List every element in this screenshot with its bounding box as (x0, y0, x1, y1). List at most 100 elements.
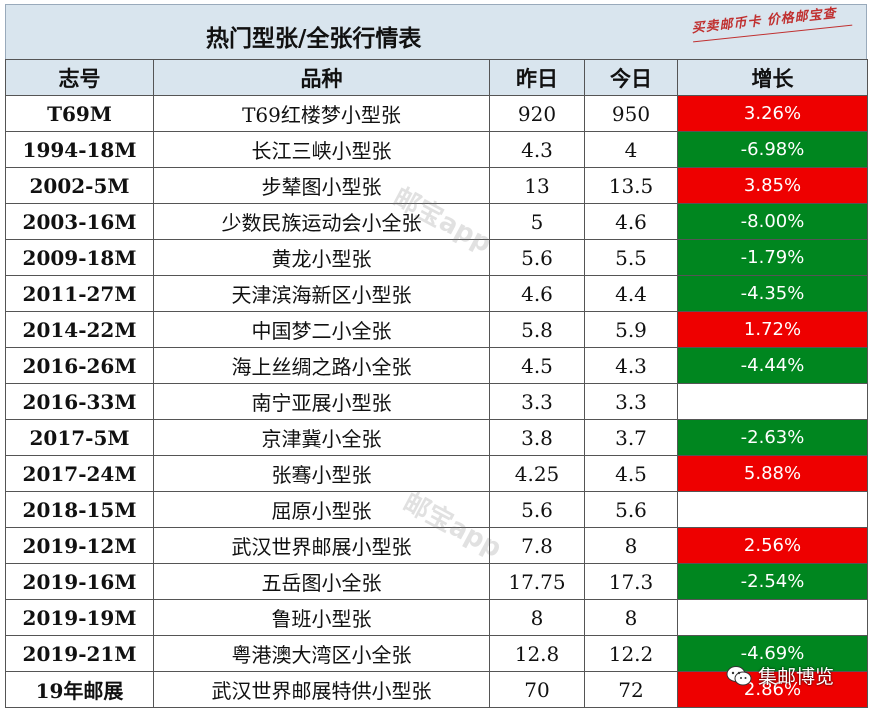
cell-change: -1.79% (677, 239, 868, 276)
cell-today: 13.5 (584, 167, 678, 204)
cell-change: -4.44% (677, 347, 868, 384)
cell-yesterday: 4.6 (489, 275, 585, 312)
cell-code: 2011-27M (5, 275, 154, 312)
cell-code: T69M (5, 95, 154, 132)
cell-yesterday: 5.8 (489, 311, 585, 348)
table-row: 2016-26M 海上丝绸之路小全张 4.5 4.3 -4.44% (5, 347, 868, 384)
cell-name: 京津冀小全张 (153, 419, 490, 456)
badge-label: 集邮博览 (758, 666, 835, 688)
header-today: 今日 (584, 59, 678, 96)
cell-name: 武汉世界邮展特供小型张 (153, 671, 490, 708)
header-name: 品种 (153, 59, 490, 96)
cell-code: 1994-18M (5, 131, 154, 168)
cell-name: T69红楼梦小型张 (153, 95, 490, 132)
cell-change: 3.26% (677, 95, 868, 132)
cell-today: 4 (584, 131, 678, 168)
cell-yesterday: 7.8 (489, 527, 585, 564)
cell-code: 2017-5M (5, 419, 154, 456)
cell-code: 2016-26M (5, 347, 154, 384)
header-yesterday: 昨日 (489, 59, 585, 96)
header-change: 增长 (677, 59, 868, 96)
cell-yesterday: 13 (489, 167, 585, 204)
cell-change: 1.72% (677, 311, 868, 348)
cell-today: 4.3 (584, 347, 678, 384)
table-row: 2019-19M 鲁班小型张 8 8 (5, 599, 868, 636)
cell-code: 2017-24M (5, 455, 154, 492)
table-row: 2017-24M 张骞小型张 4.25 4.5 5.88% (5, 455, 868, 492)
header-row: 志号 品种 昨日 今日 增长 (5, 59, 868, 96)
cell-yesterday: 4.25 (489, 455, 585, 492)
table-row: 2011-27M 天津滨海新区小型张 4.6 4.4 -4.35% (5, 275, 868, 312)
cell-change: 2.56% (677, 527, 868, 564)
cell-name: 五岳图小全张 (153, 563, 490, 600)
cell-today: 3.7 (584, 419, 678, 456)
account-badge: 集邮博览 (726, 662, 834, 689)
cell-today: 17.3 (584, 563, 678, 600)
stamp: 买卖邮币卡 价格邮宝查 (691, 1, 854, 54)
cell-name: 少数民族运动会小全张 (153, 203, 490, 240)
cell-today: 5.5 (584, 239, 678, 276)
cell-name: 屈原小型张 (153, 491, 490, 528)
cell-today: 8 (584, 527, 678, 564)
cell-yesterday: 5.6 (489, 239, 585, 276)
cell-change: -2.54% (677, 563, 868, 600)
price-sheet: 热门型张/全张行情表 买卖邮币卡 价格邮宝查 志号 品种 昨日 今日 增长 T6… (5, 4, 868, 708)
cell-code: 2014-22M (5, 311, 154, 348)
cell-change: 2.86% (677, 671, 868, 708)
cell-yesterday: 4.5 (489, 347, 585, 384)
cell-change (677, 491, 868, 528)
table-row: 2002-5M 步辇图小型张 13 13.5 3.85% (5, 167, 868, 204)
cell-code: 2002-5M (5, 167, 154, 204)
title-bar: 热门型张/全张行情表 买卖邮币卡 价格邮宝查 (5, 4, 867, 59)
cell-name: 步辇图小型张 (153, 167, 490, 204)
cell-change: -6.98% (677, 131, 868, 168)
cell-change: 5.88% (677, 455, 868, 492)
table-row: 1994-18M 长江三峡小型张 4.3 4 -6.98% (5, 131, 868, 168)
price-table: 志号 品种 昨日 今日 增长 T69M T69红楼梦小型张 920 950 3.26% 1… (5, 59, 868, 708)
cell-code: 2003-16M (5, 203, 154, 240)
cell-name: 鲁班小型张 (153, 599, 490, 636)
header-code: 志号 (5, 59, 154, 96)
wechat-icon (726, 665, 752, 685)
table-row: 19年邮展 武汉世界邮展特供小型张 70 72 2.86% (5, 671, 868, 708)
cell-today: 72 (584, 671, 678, 708)
cell-yesterday: 3.3 (489, 383, 585, 420)
cell-code: 2016-33M (5, 383, 154, 420)
cell-name: 中国梦二小全张 (153, 311, 490, 348)
table-row: 2003-16M 少数民族运动会小全张 5 4.6 -8.00% (5, 203, 868, 240)
cell-code: 2019-16M (5, 563, 154, 600)
cell-today: 4.6 (584, 203, 678, 240)
table-row: 2016-33M 南宁亚展小型张 3.3 3.3 (5, 383, 868, 420)
cell-name: 南宁亚展小型张 (153, 383, 490, 420)
table-row: 2014-22M 中国梦二小全张 5.8 5.9 1.72% (5, 311, 868, 348)
cell-change: -2.63% (677, 419, 868, 456)
cell-today: 4.5 (584, 455, 678, 492)
cell-code: 2019-21M (5, 635, 154, 672)
table-row: 2019-16M 五岳图小全张 17.75 17.3 -2.54% (5, 563, 868, 600)
cell-change: -8.00% (677, 203, 868, 240)
stamp-text: 买卖邮币卡 价格邮宝查 (690, 6, 838, 37)
cell-today: 12.2 (584, 635, 678, 672)
table-row: 2018-15M 屈原小型张 5.6 5.6 (5, 491, 868, 528)
cell-name: 武汉世界邮展小型张 (153, 527, 490, 564)
cell-yesterday: 5 (489, 203, 585, 240)
cell-name: 张骞小型张 (153, 455, 490, 492)
table-row: 2017-5M 京津冀小全张 3.8 3.7 -2.63% (5, 419, 868, 456)
cell-today: 950 (584, 95, 678, 132)
cell-today: 8 (584, 599, 678, 636)
cell-yesterday: 4.3 (489, 131, 585, 168)
cell-today: 3.3 (584, 383, 678, 420)
cell-yesterday: 920 (489, 95, 585, 132)
cell-yesterday: 3.8 (489, 419, 585, 456)
cell-name: 天津滨海新区小型张 (153, 275, 490, 312)
cell-today: 5.6 (584, 491, 678, 528)
cell-name: 黄龙小型张 (153, 239, 490, 276)
table-row: 2009-18M 黄龙小型张 5.6 5.5 -1.79% (5, 239, 868, 276)
page-title: 热门型张/全张行情表 (206, 26, 422, 52)
cell-name: 长江三峡小型张 (153, 131, 490, 168)
cell-code: 2018-15M (5, 491, 154, 528)
cell-change: -4.69% (677, 635, 868, 672)
cell-change (677, 599, 868, 636)
cell-code: 2019-12M (5, 527, 154, 564)
cell-change: 3.85% (677, 167, 868, 204)
